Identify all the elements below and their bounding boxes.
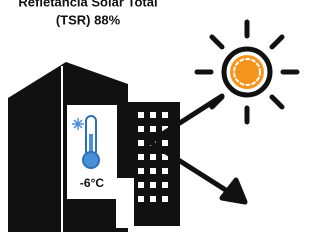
- sun: [197, 22, 297, 122]
- temperature-label: -6°C: [80, 176, 104, 190]
- illustration: Refletância Solar Total (TSR) 88%: [0, 0, 311, 240]
- title: Refletância Solar Total: [18, 0, 157, 9]
- page: Refletância Solar Total (TSR) 88%: [0, 0, 311, 240]
- subtitle: (TSR) 88%: [56, 12, 121, 27]
